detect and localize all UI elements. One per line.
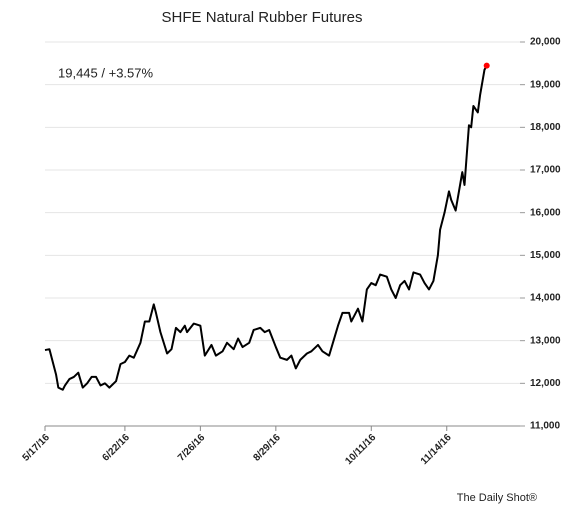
last-point [483,62,490,69]
source: The Daily Shot® [457,492,537,504]
y-tick-label: 17,000 [530,165,561,176]
y-tick-label: 18,000 [530,122,561,133]
x-tick-label: 11/14/16 [419,432,454,467]
x-tick-label: 8/29/16 [251,432,283,464]
y-tick-label: 19,000 [530,79,561,90]
y-tick-label: 20,000 [530,37,561,48]
y-tick-label: 11,000 [530,421,560,432]
y-tick-label: 13,000 [530,335,561,346]
annotation: 19,445 / +3.57% [58,65,153,80]
y-tick-label: 16,000 [530,207,561,218]
y-tick-label: 12,000 [530,378,561,389]
x-tick-label: 7/26/16 [176,432,208,464]
line-series [44,65,488,391]
x-tick-label: 10/11/16 [343,432,378,467]
x-tick-label: 5/17/16 [21,432,53,464]
chart-title: SHFE Natural Rubber Futures [162,9,363,26]
x-tick-label: 6/22/16 [101,432,133,464]
y-tick-label: 14,000 [530,293,561,304]
y-tick-label: 15,000 [530,250,561,261]
